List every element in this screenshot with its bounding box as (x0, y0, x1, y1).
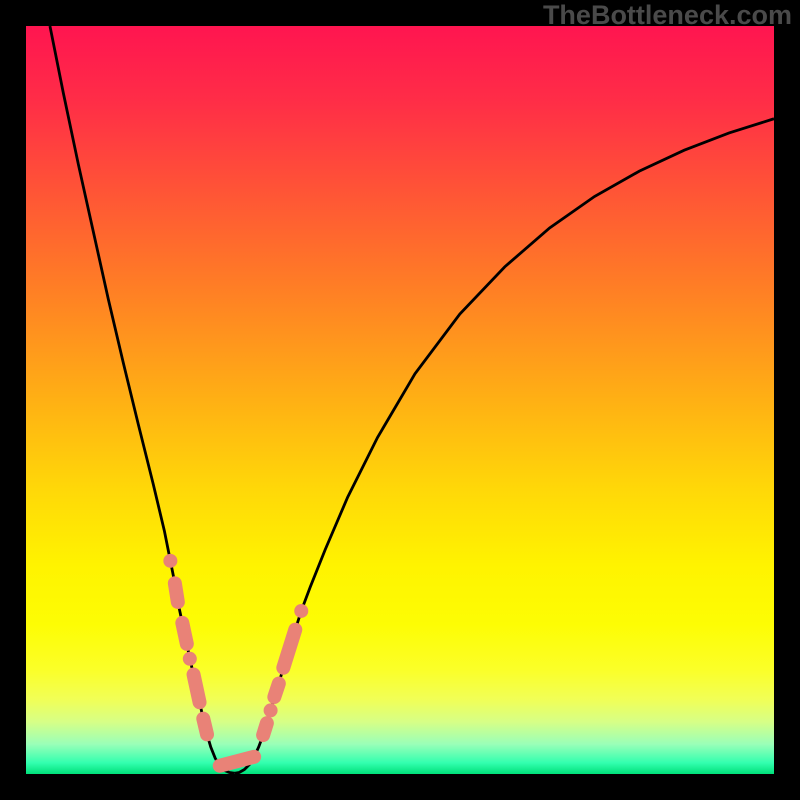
marker-capsule (220, 757, 254, 766)
marker-capsule (263, 723, 267, 735)
marker-dot (163, 554, 177, 568)
curve-right (235, 119, 774, 774)
plot-area (26, 26, 774, 774)
marker-capsule (283, 630, 295, 668)
marker-dot (264, 703, 278, 717)
curve-layer (26, 26, 774, 774)
marker-dot (183, 652, 197, 666)
marker-capsule (182, 623, 186, 644)
marker-capsule (194, 675, 200, 703)
marker-dot (294, 604, 308, 618)
chart-container: TheBottleneck.com (0, 0, 800, 800)
marker-capsule (175, 583, 178, 602)
marker-capsule (203, 719, 207, 735)
curve-left (50, 26, 235, 773)
watermark-text: TheBottleneck.com (543, 0, 792, 31)
marker-capsule (274, 683, 278, 696)
